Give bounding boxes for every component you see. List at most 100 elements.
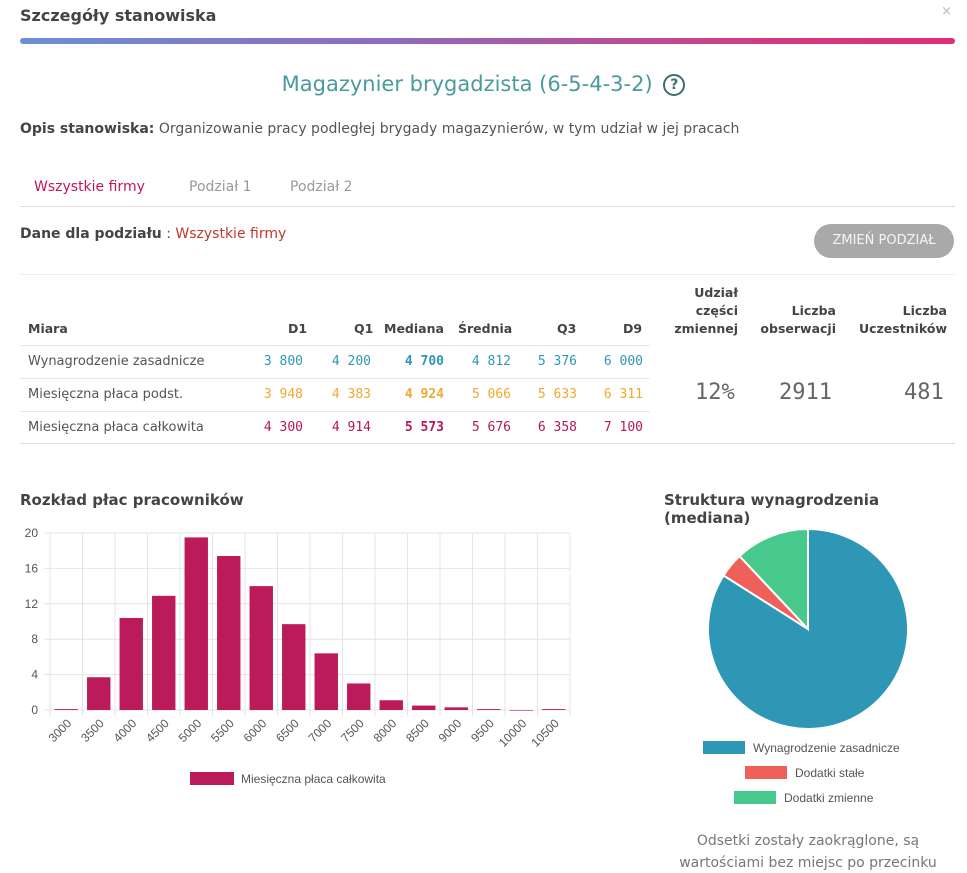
x-tick-label: 8500 xyxy=(403,716,432,745)
table-cell: 5 066 xyxy=(471,387,511,402)
histogram-bar xyxy=(412,705,436,710)
header-participants-line: Uczestników xyxy=(858,321,947,336)
description-text: Organizowanie pracy podległej brygady ma… xyxy=(158,121,740,137)
row-label: Miesięczna płaca całkowita xyxy=(28,420,204,435)
histogram-bar xyxy=(509,710,533,711)
participants-value: 481 xyxy=(904,380,944,405)
pie-legend-swatch xyxy=(745,766,787,779)
legend-swatch xyxy=(190,772,234,785)
histogram-title: Rozkład płac pracowników xyxy=(20,491,244,509)
pie-slice xyxy=(738,527,809,632)
pie-legend-swatch xyxy=(703,741,745,754)
table-cell: 5 633 xyxy=(537,387,577,402)
pie-legend-swatch xyxy=(734,791,776,804)
modal-title: Szczegóły stanowiska xyxy=(20,6,217,25)
y-tick-label: 4 xyxy=(31,668,38,682)
table-cell: 6 311 xyxy=(603,387,643,402)
table-cell: 6 358 xyxy=(537,420,577,435)
footnote-line: wartościami bez miejsc po przecinku xyxy=(679,855,937,871)
header-q1: Q1 xyxy=(354,321,374,336)
split-value: Wszystkie firmy xyxy=(175,226,287,242)
histogram-bar xyxy=(347,683,371,710)
header-mean: Średnia xyxy=(458,321,513,336)
tab-all-companies[interactable]: Wszystkie firmy xyxy=(34,179,145,195)
pie-legend-label: Dodatki zmienne xyxy=(784,791,874,805)
observations-value: 2911 xyxy=(779,380,832,405)
x-tick-label: 6500 xyxy=(273,716,302,745)
close-icon[interactable]: × xyxy=(941,4,952,19)
table-row: Miesięczna płaca całkowita 4 300 4 914 5 57… xyxy=(20,411,650,444)
x-tick-label: 3000 xyxy=(46,716,75,745)
table-top-border xyxy=(20,274,955,275)
x-tick-label: 6000 xyxy=(241,716,270,745)
histogram-bar xyxy=(542,709,566,710)
x-tick-label: 5500 xyxy=(208,716,237,745)
footnote: Odsetki zostały zaokrąglone, są wartości… xyxy=(650,830,966,873)
x-tick-label: 8000 xyxy=(371,716,400,745)
change-split-button[interactable]: ZMIEŃ PODZIAŁ xyxy=(814,224,954,258)
pie-legend-label: Wynagrodzenie zasadnicze xyxy=(753,741,900,755)
histogram-bar xyxy=(217,556,241,710)
x-tick-label: 10500 xyxy=(528,716,562,750)
description-label: Opis stanowiska: xyxy=(20,121,155,137)
row-label: Wynagrodzenie zasadnicze xyxy=(28,354,205,369)
header-gradient-bar xyxy=(20,38,955,44)
histogram-bar xyxy=(379,700,403,710)
tab-bar: Wszystkie firmy Podział 1 Podział 2 xyxy=(20,176,955,207)
tab-split-2[interactable]: Podział 2 xyxy=(290,179,353,195)
x-tick-label: 4500 xyxy=(143,716,172,745)
table-cell: 4 924 xyxy=(404,387,444,402)
histogram-bar xyxy=(282,624,306,710)
job-description: Opis stanowiska: Organizowanie pracy pod… xyxy=(20,121,739,137)
tab-split-1[interactable]: Podział 1 xyxy=(189,179,252,195)
job-title-text: Magazynier brygadzista (6-5-4-3-2) xyxy=(281,72,653,96)
x-tick-label: 5000 xyxy=(176,716,205,745)
footnote-line: Odsetki zostały zaokrąglone, są xyxy=(696,833,920,849)
histogram-bar xyxy=(54,709,78,710)
header-median: Mediana xyxy=(384,321,444,336)
table-cell: 7 100 xyxy=(603,420,643,435)
header-variable-share-line: Udział xyxy=(694,285,738,300)
header-q3: Q3 xyxy=(557,321,577,336)
table-row: Miesięczna płaca podst. 3 948 4 383 4 924 5 … xyxy=(20,378,650,411)
table-cell: 4 300 xyxy=(263,420,303,435)
table-cell: 4 812 xyxy=(471,354,511,369)
y-tick-label: 20 xyxy=(25,526,39,540)
y-tick-label: 8 xyxy=(31,632,38,646)
y-tick-label: 0 xyxy=(31,703,38,717)
header-participants: Liczba Uczestników xyxy=(845,302,947,338)
histogram-chart: 0 4 8 12 16 20 3000 3500 4000 4500 5000 5500 6000 650… xyxy=(25,526,571,786)
header-measure: Miara xyxy=(28,321,68,336)
table-cell: 3 948 xyxy=(263,387,303,402)
help-icon[interactable]: ? xyxy=(663,74,686,96)
header-variable-share: Udział części zmiennej xyxy=(668,284,738,338)
pie-title: Struktura wynagrodzenia (mediana) xyxy=(664,491,880,527)
histogram-bar xyxy=(314,653,338,710)
header-d9: D9 xyxy=(623,321,643,336)
split-info: Dane dla podziału : Wszystkie firmy xyxy=(20,226,286,242)
legend-label: Miesięczna płaca całkowita xyxy=(241,772,386,786)
x-tick-label: 9500 xyxy=(468,716,497,745)
row-label: Miesięczna płaca podst. xyxy=(28,387,184,402)
job-title: Magazynier brygadzista (6-5-4-3-2) ? xyxy=(0,72,967,96)
header-variable-share-line: części xyxy=(695,303,738,318)
header-observations-line: obserwacji xyxy=(760,321,836,336)
y-tick-label: 16 xyxy=(25,561,39,575)
table-cell: 5 573 xyxy=(404,420,444,435)
table-bottom-border xyxy=(20,443,955,444)
table-cell: 5 676 xyxy=(471,420,511,435)
pie-legend-label: Dodatki stałe xyxy=(795,766,865,780)
header-observations: Liczba obserwacji xyxy=(750,302,836,338)
pie-chart: Wynagrodzenie zasadnicze Dodatki stałe Dod… xyxy=(703,527,909,805)
split-separator: : xyxy=(166,226,171,242)
x-tick-label: 9000 xyxy=(436,716,465,745)
header-participants-line: Liczba xyxy=(902,303,947,318)
variable-share-value: 12% xyxy=(695,380,735,405)
histogram-bar xyxy=(87,677,111,710)
x-tick-label: 7000 xyxy=(306,716,335,745)
y-tick-label: 12 xyxy=(25,597,39,611)
split-label: Dane dla podziału xyxy=(20,226,162,242)
histogram-bar xyxy=(119,617,143,710)
x-tick-label: 4000 xyxy=(111,716,140,745)
header-observations-line: Liczba xyxy=(791,303,836,318)
